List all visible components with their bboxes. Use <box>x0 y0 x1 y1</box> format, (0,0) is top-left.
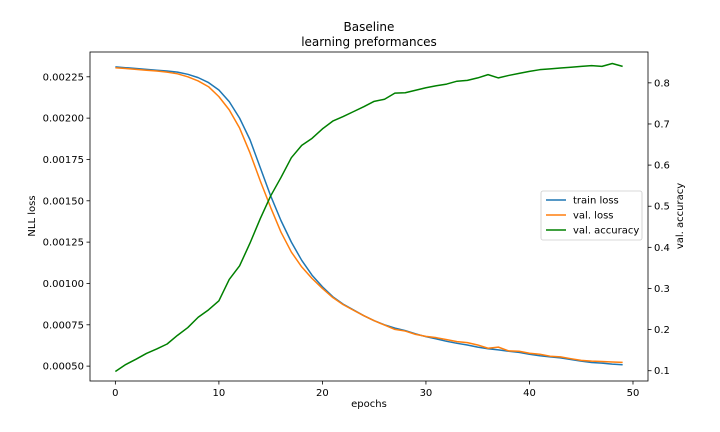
legend-label-0: train loss <box>573 196 619 207</box>
y-tick-label: 0.00050 <box>43 362 84 373</box>
y-tick-label: 0.00125 <box>43 238 84 249</box>
chart-title-group: Baseline learning preformances <box>301 20 437 49</box>
series-layer <box>114 62 623 373</box>
y-tick-label: 0.00150 <box>43 196 84 207</box>
series-line-2 <box>114 62 623 373</box>
x-axis: 0 10 20 30 40 50 <box>112 381 639 399</box>
x-tick-label: 50 <box>627 388 640 399</box>
y2-tick-label: 0.4 <box>654 243 670 254</box>
legend-label-2: val. accuracy <box>573 226 639 237</box>
y-tick-label: 0.00075 <box>43 320 84 331</box>
x-tick-label: 10 <box>213 388 226 399</box>
x-tick-label: 0 <box>112 388 118 399</box>
legend-box <box>540 190 643 241</box>
y2-tick-label: 0.2 <box>654 325 670 336</box>
y2-tick-label: 0.3 <box>654 284 670 295</box>
y2-tick-label: 0.1 <box>654 366 670 377</box>
y2-tick-label: 0.8 <box>654 78 670 89</box>
y2-tick-label: 0.6 <box>654 161 670 172</box>
x-axis-label: epochs <box>351 399 387 410</box>
plot-frame <box>89 51 649 382</box>
y-tick-label: 0.00100 <box>43 279 84 290</box>
y-tick-label: 0.00200 <box>43 114 84 125</box>
x-tick-label: 20 <box>316 388 329 399</box>
legend: train loss val. loss val. accuracy <box>540 190 643 241</box>
chart-subtitle: learning preformances <box>301 35 437 49</box>
chart-title: Baseline <box>344 20 395 34</box>
x-tick-label: 30 <box>420 388 433 399</box>
x-tick-label: 40 <box>523 388 536 399</box>
y2-tick-label: 0.5 <box>654 202 670 213</box>
y2-tick-label: 0.7 <box>654 119 670 130</box>
y-axis-label: NLL loss <box>27 195 38 236</box>
series-line-1 <box>115 66 623 364</box>
legend-label-1: val. loss <box>573 211 614 222</box>
y-axis-right: 0.1 0.2 0.3 0.4 0.5 0.6 0.7 0.8 <box>648 78 670 377</box>
y-tick-label: 0.00225 <box>43 72 84 83</box>
y2-axis-label: val. accuracy <box>675 183 686 249</box>
y-axis-left: 0.00050 0.00075 0.00100 0.00125 0.00150 0.001… <box>43 72 90 373</box>
y-tick-label: 0.00175 <box>43 155 84 166</box>
